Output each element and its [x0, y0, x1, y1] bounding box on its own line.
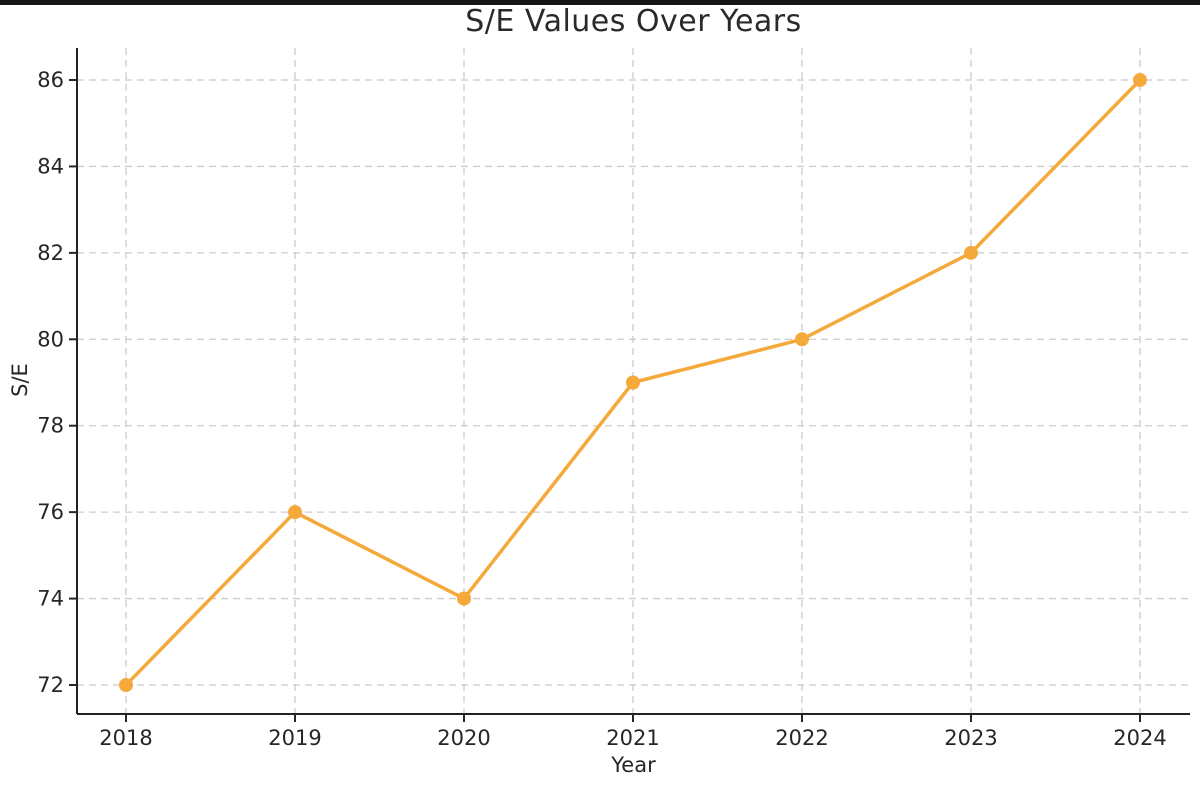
chart-title: S/E Values Over Years	[465, 4, 802, 39]
x-tick-label: 2019	[268, 726, 321, 750]
data-point-marker	[457, 591, 471, 606]
y-tick-label: 80	[37, 327, 64, 351]
data-point-marker	[288, 505, 302, 520]
y-axis-label: S/E	[8, 363, 32, 397]
x-tick-label: 2018	[99, 726, 152, 750]
data-point-marker	[795, 332, 809, 347]
x-tick-label: 2021	[606, 726, 659, 750]
y-tick-label: 86	[37, 68, 64, 92]
data-point-marker	[119, 678, 133, 692]
data-point-marker	[964, 245, 978, 260]
y-tick-label: 76	[37, 500, 64, 524]
window-top-edge	[0, 0, 1200, 5]
x-tick-label: 2023	[944, 726, 997, 750]
data-point-marker	[626, 375, 640, 390]
data-point-marker	[1133, 73, 1147, 87]
x-axis-label: Year	[611, 753, 656, 777]
x-tick-label: 2022	[775, 726, 828, 750]
y-tick-label: 74	[37, 587, 64, 611]
x-tick-label: 2024	[1113, 726, 1166, 750]
y-tick-label: 78	[37, 414, 64, 438]
y-tick-label: 82	[37, 241, 64, 265]
y-tick-label: 84	[37, 154, 64, 178]
y-tick-label: 72	[37, 673, 64, 697]
x-tick-label: 2020	[437, 726, 490, 750]
